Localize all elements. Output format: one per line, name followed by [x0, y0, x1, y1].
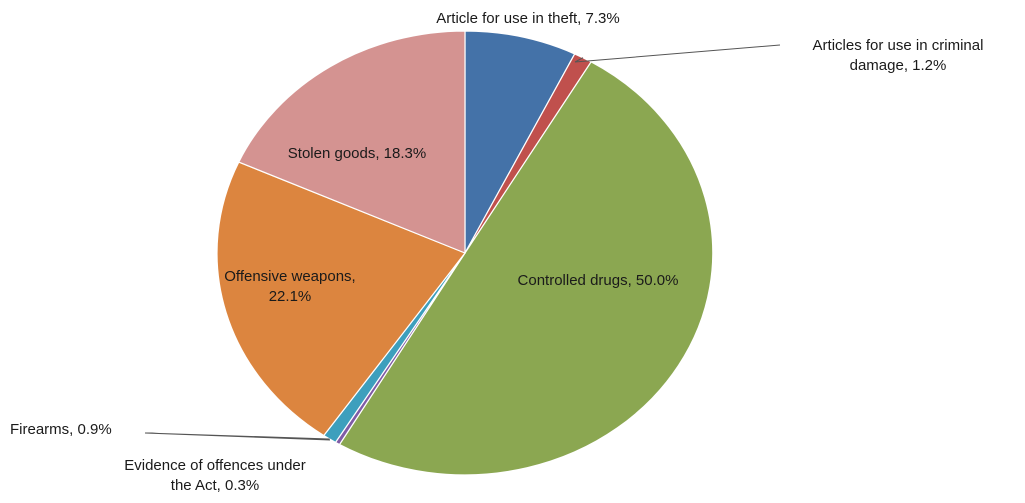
- data-label-controlled-drugs: Controlled drugs, 50.0%: [518, 272, 679, 289]
- leader-lines-layer: [144, 44, 781, 441]
- slice-offensive-weapons: [216, 161, 466, 437]
- leader-line-firearms: [144, 432, 331, 441]
- data-label-article-for-use-in-theft: Article for use in theft, 7.3%: [436, 10, 619, 27]
- data-label-articles-for-use-in-criminal-damage: Articles for use in criminal damage, 1.2%: [813, 37, 984, 74]
- slice-article-for-use-in-theft: [464, 30, 576, 254]
- data-label-firearms: Firearms, 0.9%: [10, 421, 112, 438]
- data-label-evidence-of-offences-under-the-act: Evidence of offences under the Act, 0.3%: [124, 457, 306, 494]
- data-label-stolen-goods: Stolen goods, 18.3%: [288, 145, 426, 162]
- slice-stolen-goods: [237, 30, 466, 254]
- data-label-offensive-weapons: Offensive weapons, 22.1%: [224, 268, 355, 305]
- leader-line-articles-for-use-in-criminal-damage: [574, 44, 781, 63]
- slices-layer: [216, 30, 714, 476]
- labels-layer: Article for use in theft, 7.3% Articles f…: [10, 10, 983, 494]
- slice-controlled-drugs: [338, 61, 714, 476]
